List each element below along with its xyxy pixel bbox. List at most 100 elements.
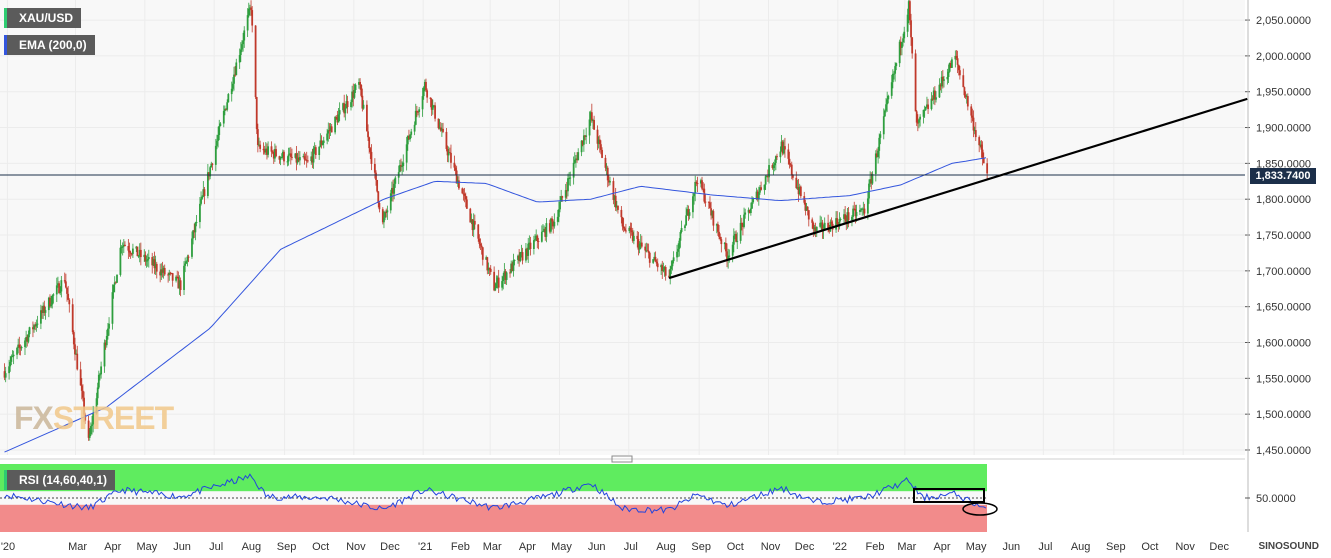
candle[interactable] (463, 187, 466, 203)
candle[interactable] (718, 224, 720, 240)
candle[interactable] (525, 243, 527, 263)
candle[interactable] (351, 85, 354, 108)
candle[interactable] (151, 252, 154, 274)
candle[interactable] (518, 249, 521, 267)
candle[interactable] (27, 330, 30, 344)
candle[interactable] (50, 295, 53, 309)
candle[interactable] (337, 107, 340, 123)
candle[interactable] (294, 153, 297, 159)
candle[interactable] (211, 162, 214, 171)
candle[interactable] (231, 77, 234, 92)
candle[interactable] (183, 261, 185, 296)
candle[interactable] (132, 243, 134, 259)
candle[interactable] (18, 336, 21, 356)
candle[interactable] (556, 209, 559, 226)
candle[interactable] (278, 155, 281, 164)
candle[interactable] (105, 329, 108, 348)
candle[interactable] (687, 205, 690, 221)
candle[interactable] (41, 305, 43, 319)
candle[interactable] (527, 237, 530, 263)
candle[interactable] (720, 236, 723, 253)
candle[interactable] (799, 185, 802, 199)
candle[interactable] (52, 293, 55, 304)
candle[interactable] (369, 147, 372, 160)
candle[interactable] (654, 251, 657, 262)
candle[interactable] (209, 166, 212, 180)
candle[interactable] (772, 161, 775, 176)
candle[interactable] (144, 251, 147, 266)
candle[interactable] (781, 140, 784, 156)
candle[interactable] (383, 211, 385, 229)
candle[interactable] (501, 275, 503, 291)
candle[interactable] (130, 253, 133, 257)
candle[interactable] (974, 122, 977, 142)
candle[interactable] (80, 378, 83, 400)
candle[interactable] (932, 87, 935, 105)
candle[interactable] (861, 207, 864, 216)
candle[interactable] (418, 106, 421, 118)
candle[interactable] (103, 339, 106, 373)
candle[interactable] (759, 185, 761, 195)
candle[interactable] (540, 225, 543, 243)
candle[interactable] (218, 119, 221, 141)
candle[interactable] (899, 36, 902, 56)
candle[interactable] (567, 173, 569, 197)
candle[interactable] (521, 247, 524, 265)
candle[interactable] (74, 337, 76, 361)
candle[interactable] (503, 263, 506, 284)
candle[interactable] (72, 330, 75, 350)
candle[interactable] (479, 238, 482, 250)
candle[interactable] (939, 83, 942, 91)
candle[interactable] (472, 213, 475, 238)
candle[interactable] (693, 193, 695, 205)
candle[interactable] (908, 0, 911, 25)
candle[interactable] (922, 109, 925, 124)
candle[interactable] (71, 298, 74, 335)
candle[interactable] (597, 136, 600, 149)
candle[interactable] (615, 201, 618, 212)
candle[interactable] (979, 140, 982, 148)
candle[interactable] (623, 226, 626, 232)
candle[interactable] (478, 234, 481, 249)
candle[interactable] (200, 191, 202, 206)
candle[interactable] (226, 99, 229, 112)
candle[interactable] (122, 239, 125, 253)
candle[interactable] (776, 153, 778, 160)
candle[interactable] (528, 235, 531, 251)
candle[interactable] (600, 140, 602, 155)
candle[interactable] (447, 146, 450, 163)
candle[interactable] (502, 272, 505, 290)
candle[interactable] (153, 251, 156, 275)
rsi-tag[interactable]: RSI (14,60,40,1) (4, 470, 116, 490)
candle[interactable] (886, 91, 889, 112)
candle[interactable] (947, 64, 950, 83)
candle[interactable] (796, 179, 799, 190)
candle[interactable] (505, 271, 508, 285)
candle[interactable] (51, 294, 54, 309)
candle[interactable] (458, 176, 460, 190)
candle[interactable] (423, 79, 426, 92)
candle[interactable] (598, 135, 601, 153)
candle[interactable] (723, 241, 726, 250)
candle[interactable] (342, 102, 344, 112)
candle[interactable] (425, 78, 427, 93)
support-trendline[interactable] (668, 97, 1248, 280)
candle[interactable] (807, 210, 810, 227)
candle[interactable] (160, 263, 163, 281)
candle[interactable] (114, 281, 117, 284)
candle[interactable] (914, 49, 917, 112)
candle[interactable] (192, 229, 195, 245)
candle[interactable] (477, 223, 480, 242)
candle[interactable] (494, 282, 497, 292)
candle[interactable] (471, 219, 474, 236)
candle[interactable] (572, 156, 575, 185)
candle[interactable] (495, 275, 498, 289)
candle[interactable] (79, 361, 82, 386)
candle[interactable] (669, 265, 672, 285)
candle[interactable] (660, 263, 663, 275)
candle[interactable] (238, 48, 241, 69)
candle[interactable] (11, 350, 14, 358)
candle[interactable] (788, 151, 791, 169)
candle[interactable] (310, 151, 313, 165)
candle[interactable] (358, 78, 360, 89)
